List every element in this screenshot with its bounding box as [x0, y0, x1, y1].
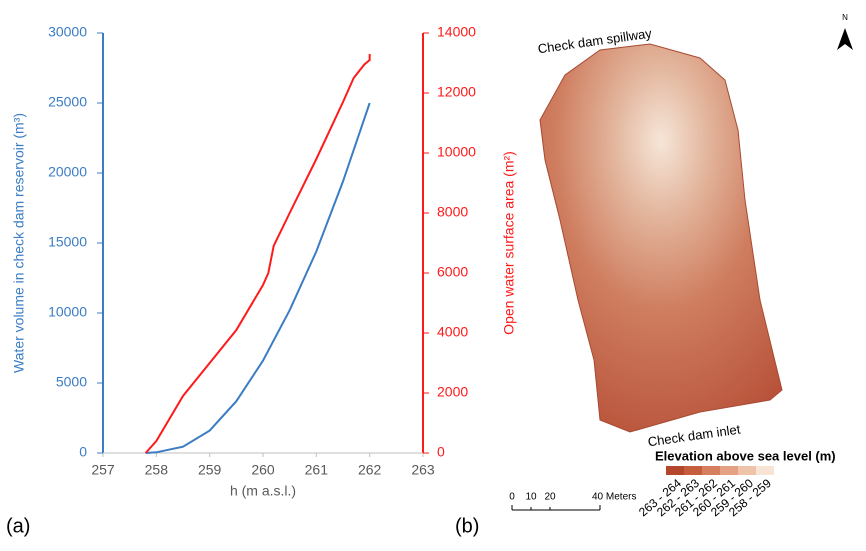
- scale-label: 40 Meters: [592, 492, 636, 503]
- figure: (a) (b) h (m a.s.l.) Water volume in che…: [0, 0, 866, 551]
- y-tick-label: 20000: [48, 164, 87, 180]
- y-tick-label: 0: [79, 444, 87, 460]
- y2-tick-label: 14000: [437, 24, 476, 40]
- legend-swatch: [684, 466, 702, 475]
- inlet-label: Check dam inlet: [647, 421, 742, 449]
- legend-swatch: [702, 466, 720, 475]
- y2-tick-label: 4000: [437, 324, 468, 340]
- line-series: [146, 54, 370, 453]
- page: (a) (b) h (m a.s.l.) Water volume in che…: [0, 0, 866, 551]
- north-label: N: [842, 13, 848, 22]
- x-tick-label: 262: [358, 462, 382, 478]
- y-tick-label: 5000: [56, 374, 87, 390]
- y-tick-label: 10000: [48, 304, 87, 320]
- y2-tick-label: 6000: [437, 264, 468, 280]
- x-axis-title: h (m a.s.l.): [230, 483, 296, 499]
- x-tick-label: 258: [145, 462, 169, 478]
- legend-swatch: [756, 466, 774, 475]
- legend-swatch: [738, 466, 756, 475]
- x-tick-label: 260: [251, 462, 275, 478]
- y-axis-title: Water volume in check dam reservoir (m³): [11, 113, 27, 373]
- legend-title: Elevation above sea level (m): [655, 448, 836, 463]
- y2-tick-label: 0: [437, 444, 445, 460]
- x-tick-label: 263: [411, 462, 435, 478]
- y2-tick-label: 12000: [437, 84, 476, 100]
- scale-label: 10: [525, 492, 537, 503]
- north-arrow: [837, 28, 853, 50]
- legend-swatch: [666, 466, 684, 475]
- y-tick-label: 30000: [48, 24, 87, 40]
- y2-tick-label: 10000: [437, 144, 476, 160]
- y2-tick-label: 2000: [437, 384, 468, 400]
- scale-label: 20: [544, 492, 556, 503]
- y-tick-label: 15000: [48, 234, 87, 250]
- scale-label: 0: [509, 492, 515, 503]
- x-tick-label: 261: [305, 462, 329, 478]
- legend-swatch: [720, 466, 738, 475]
- panel-label: (b): [455, 515, 479, 537]
- y-tick-label: 25000: [48, 94, 87, 110]
- dem-surface: [540, 44, 782, 432]
- y2-tick-label: 8000: [437, 204, 468, 220]
- scale-bar: [512, 505, 600, 510]
- x-tick-label: 257: [91, 462, 115, 478]
- x-tick-label: 259: [198, 462, 222, 478]
- y2-axis-title: Open water surface area (m²): [501, 151, 517, 335]
- panel-label: (a): [6, 515, 30, 537]
